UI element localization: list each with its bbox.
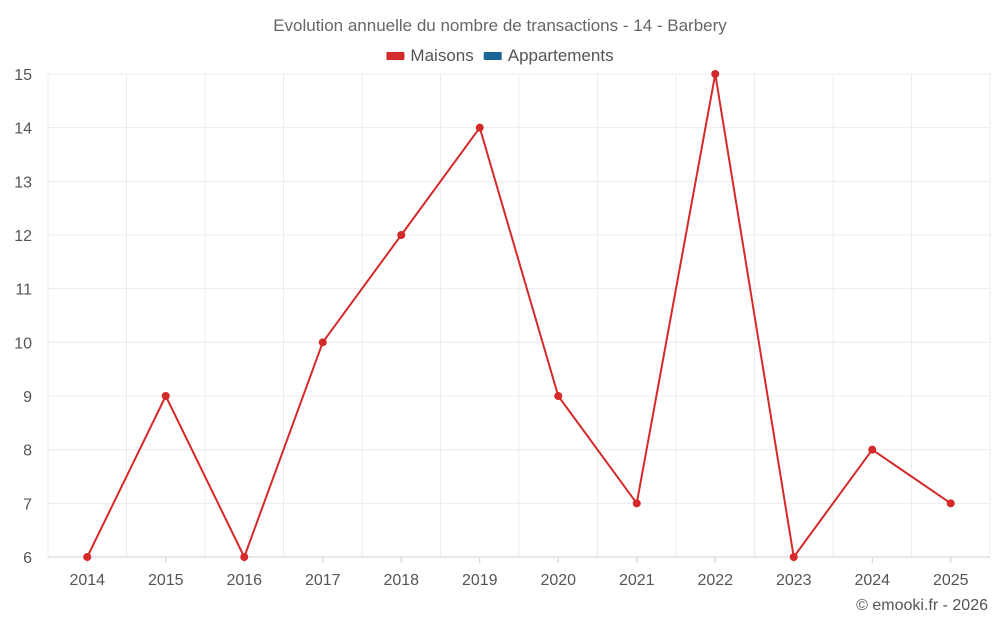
legend-swatch [483, 52, 502, 60]
x-tick-label: 2018 [383, 572, 419, 589]
y-tick-label: 8 [23, 443, 32, 460]
series [83, 70, 955, 561]
y-tick-label: 9 [23, 389, 32, 406]
x-tick-label: 2023 [776, 572, 812, 589]
legend-item-appartements: Appartements [483, 46, 614, 65]
y-tick-label: 13 [14, 174, 32, 191]
legend: Maisons Appartements [386, 46, 614, 65]
data-point [318, 338, 327, 347]
x-tick-label: 2025 [933, 572, 969, 589]
x-tick-label: 2022 [697, 572, 733, 589]
x-tick-label: 2014 [69, 572, 105, 589]
x-tick-label: 2019 [462, 572, 498, 589]
y-tick-label: 14 [14, 121, 32, 138]
data-point [868, 445, 877, 454]
x-tick-label: 2021 [619, 572, 655, 589]
data-point [475, 123, 484, 132]
y-tick-label: 11 [15, 282, 32, 299]
y-tick-label: 7 [23, 496, 32, 513]
x-tick-label: 2016 [226, 572, 262, 589]
x-tick-label: 2017 [305, 572, 341, 589]
x-tick-label: 2024 [854, 572, 890, 589]
data-point [240, 553, 249, 561]
axes: 6 7 8 9 10 11 12 13 14 15 2014 2015 2016 2017 2018 2019… [14, 67, 990, 589]
data-point [711, 70, 720, 78]
data-point [946, 499, 955, 508]
data-point [161, 392, 170, 400]
legend-label: Maisons [410, 46, 473, 65]
credit-text: © emooki.fr - 2026 [856, 597, 988, 614]
data-point [554, 392, 563, 400]
y-tick-label: 6 [23, 550, 32, 567]
grid [47, 73, 991, 557]
series-line-maisons [86, 73, 952, 558]
data-point [789, 553, 798, 561]
data-point [397, 231, 406, 239]
legend-item-maisons: Maisons [386, 46, 474, 65]
data-point [83, 553, 92, 561]
y-tick-label: 15 [14, 67, 32, 84]
x-tick-label: 2020 [540, 572, 576, 589]
legend-label: Appartements [508, 46, 614, 65]
legend-swatch [386, 52, 405, 60]
x-tick-label: 2015 [148, 572, 184, 589]
chart-title: Evolution annuelle du nombre de transact… [273, 16, 727, 35]
y-tick-label: 10 [14, 335, 32, 352]
data-point [632, 499, 641, 508]
y-tick-label: 12 [14, 228, 32, 245]
